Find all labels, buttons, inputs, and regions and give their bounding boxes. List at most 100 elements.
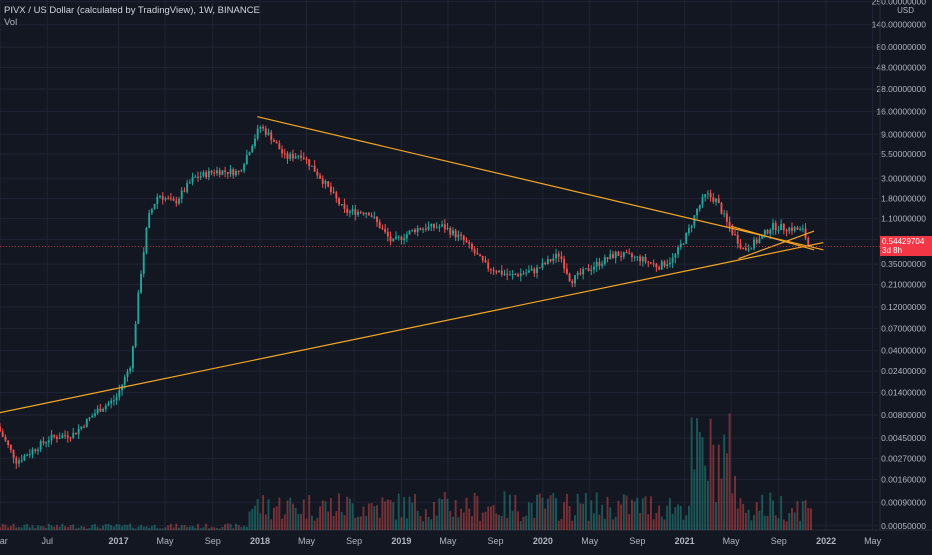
volume-bar — [593, 513, 595, 530]
candle-body — [609, 254, 612, 260]
volume-bar — [785, 521, 788, 530]
candle-body — [593, 266, 595, 270]
volume-bar — [365, 516, 368, 530]
time-tick-label: 2017 — [109, 536, 129, 546]
volume-bar — [576, 493, 579, 530]
volume-bar — [300, 513, 303, 530]
volume-bars — [0, 413, 812, 530]
candle-body — [641, 256, 644, 262]
volume-bar — [433, 501, 435, 530]
volume-bar — [235, 523, 237, 530]
candle-body — [316, 171, 319, 176]
candle-body — [137, 292, 140, 324]
volume-bar — [527, 502, 530, 530]
volume-bar — [88, 528, 91, 530]
volume-bar — [536, 494, 538, 530]
candle-body — [259, 126, 262, 129]
candle-body — [731, 227, 734, 235]
candle-body — [28, 454, 31, 456]
price-tick-label: 5.50000000 — [881, 149, 926, 159]
candle-body — [321, 178, 324, 184]
volume-bar — [359, 516, 362, 530]
candle-body — [351, 209, 354, 212]
volume-bar — [259, 513, 262, 530]
volume-bar — [693, 469, 696, 530]
candle-body — [232, 169, 235, 176]
candle-body — [381, 228, 384, 230]
volume-bar — [12, 523, 15, 530]
candle-body — [617, 251, 620, 256]
volume-bar — [226, 523, 229, 530]
volume-bar — [522, 516, 525, 530]
candle-body — [628, 252, 631, 254]
candle-body — [522, 273, 525, 275]
candle-body — [747, 249, 750, 251]
volume-bar — [555, 498, 557, 530]
volume-bar — [243, 525, 246, 530]
candle-body — [107, 403, 110, 406]
candle-body — [460, 234, 463, 236]
candle-body — [766, 230, 769, 234]
candle-body — [308, 159, 311, 167]
candle-body — [644, 256, 647, 262]
candle-body — [23, 455, 26, 461]
candle-body — [498, 270, 501, 273]
candle-body — [620, 255, 623, 257]
candle-body — [430, 223, 433, 227]
volume-bar — [42, 526, 45, 530]
volume-bar — [121, 525, 124, 530]
volume-bar — [370, 503, 373, 530]
candle-body — [305, 158, 308, 160]
volume-bar — [525, 515, 528, 530]
candle-body — [690, 225, 693, 228]
volume-bar — [180, 524, 183, 530]
candle-body — [484, 260, 487, 263]
candle-body — [362, 212, 365, 215]
volume-bar — [424, 509, 427, 530]
volume-bar — [568, 505, 571, 530]
candle-body — [671, 257, 674, 263]
volume-bar — [639, 513, 642, 530]
volume-bar — [508, 494, 511, 530]
price-tick-label: 1.10000000 — [881, 213, 926, 223]
candle-body — [210, 170, 213, 173]
candle-body — [367, 212, 370, 216]
candle-body — [777, 230, 780, 232]
candle-body — [587, 268, 590, 271]
volume-bar — [552, 493, 555, 530]
price-tick-label: 0.04000000 — [881, 346, 926, 356]
volume-bar — [723, 434, 726, 530]
candle-body — [142, 252, 145, 274]
trendline — [0, 241, 824, 414]
volume-bar — [465, 497, 468, 530]
volume-bar — [414, 494, 416, 530]
volume-bar — [405, 518, 408, 530]
candle-body — [579, 272, 582, 275]
volume-bar — [53, 526, 56, 530]
candle-body — [102, 409, 105, 412]
candle-body — [435, 227, 438, 229]
volume-bar — [351, 503, 354, 530]
candle-body — [153, 203, 156, 210]
candle-body — [717, 198, 720, 204]
volume-bar — [161, 528, 164, 530]
volume-bar — [77, 527, 80, 530]
volume-bar — [251, 508, 254, 530]
candle-body — [74, 432, 77, 435]
candle-body — [161, 196, 164, 200]
volume-bar — [544, 508, 547, 530]
current-price-value: 0.54429704 — [882, 237, 925, 247]
volume-bar — [780, 496, 783, 530]
candle-body — [104, 405, 107, 410]
candle-body — [346, 208, 349, 213]
candle-body — [64, 435, 67, 437]
volume-bar — [348, 498, 351, 530]
volume-bar — [408, 496, 411, 530]
candle-body — [348, 211, 351, 213]
volume-bar — [517, 511, 519, 530]
volume-bar — [560, 519, 563, 530]
time-tick-label: 2022 — [816, 536, 836, 546]
volume-bar — [666, 505, 669, 530]
